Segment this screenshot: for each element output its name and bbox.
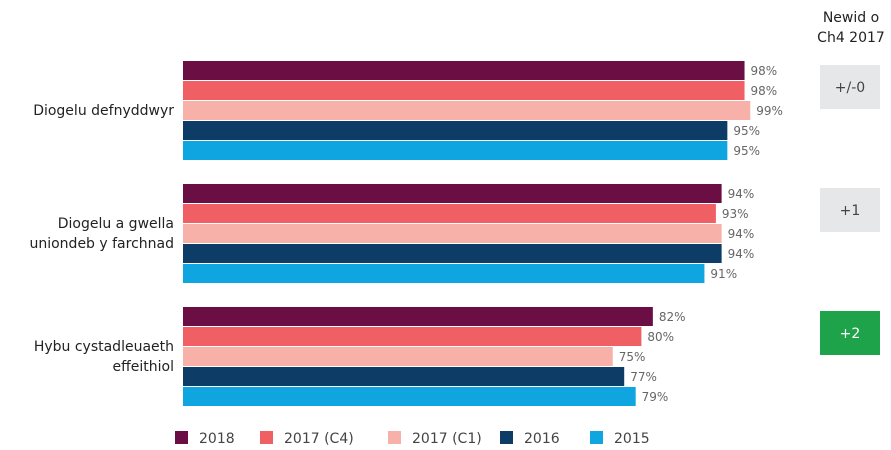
value-label: 95% — [733, 124, 760, 138]
legend-label: 2018 — [199, 431, 235, 447]
text-line: Diogelu a gwella — [58, 216, 174, 232]
category-label: Hybu cystadleuaeth effeithiol — [34, 339, 174, 375]
legend-label: 2015 — [614, 431, 650, 447]
change-box — [820, 311, 880, 355]
value-label: 94% — [728, 247, 755, 261]
value-label: 99% — [756, 104, 783, 118]
bar — [183, 121, 728, 140]
value-label: 91% — [710, 267, 737, 281]
bar — [183, 61, 745, 80]
bar — [183, 81, 745, 100]
change-box — [820, 65, 880, 109]
legend-swatch — [175, 431, 188, 444]
category-label: Diogelu defnyddwyr — [33, 103, 174, 119]
legend-swatch — [590, 431, 603, 444]
bar — [183, 307, 653, 326]
text-line: effeithiol — [113, 359, 174, 375]
change-label: +1 — [840, 203, 861, 219]
bar — [183, 387, 636, 406]
bar — [183, 347, 613, 366]
value-label: 79% — [642, 390, 669, 404]
bar — [183, 101, 751, 120]
text-line: Newid o — [823, 10, 879, 26]
text-line: Ch4 2017 — [817, 30, 885, 46]
value-label: 98% — [751, 84, 778, 98]
text-line: Diogelu defnyddwyr — [33, 103, 174, 119]
text-line: uniondeb y farchnad — [29, 236, 174, 252]
bar — [183, 184, 722, 203]
legend-swatch — [260, 431, 273, 444]
value-label: 94% — [728, 227, 755, 241]
legend-label: 2016 — [524, 431, 560, 447]
bar — [183, 264, 705, 283]
legend-swatch — [388, 431, 401, 444]
value-label: 95% — [733, 144, 760, 158]
value-label: 93% — [722, 207, 749, 221]
value-label: 98% — [751, 64, 778, 78]
value-label: 77% — [630, 370, 657, 384]
legend-label: 2017 (C4) — [284, 431, 354, 447]
bar — [183, 244, 722, 263]
legend-swatch — [500, 431, 513, 444]
change-label: +/-0 — [835, 80, 865, 96]
category-label: Diogelu a gwella uniondeb y farchnad — [29, 216, 174, 252]
value-label: 80% — [647, 330, 674, 344]
value-label: 94% — [728, 187, 755, 201]
value-label: 75% — [619, 350, 646, 364]
value-label: 82% — [659, 310, 686, 324]
change-label: +2 — [840, 326, 861, 342]
bar — [183, 141, 728, 160]
change-title: Newid o Ch4 2017 — [817, 10, 885, 46]
bar — [183, 224, 722, 243]
bar — [183, 204, 716, 223]
change-box — [820, 188, 880, 232]
legend-label: 2017 (C1) — [412, 431, 482, 447]
bar — [183, 367, 625, 386]
text-line: Hybu cystadleuaeth — [34, 339, 174, 355]
bar — [183, 327, 642, 346]
